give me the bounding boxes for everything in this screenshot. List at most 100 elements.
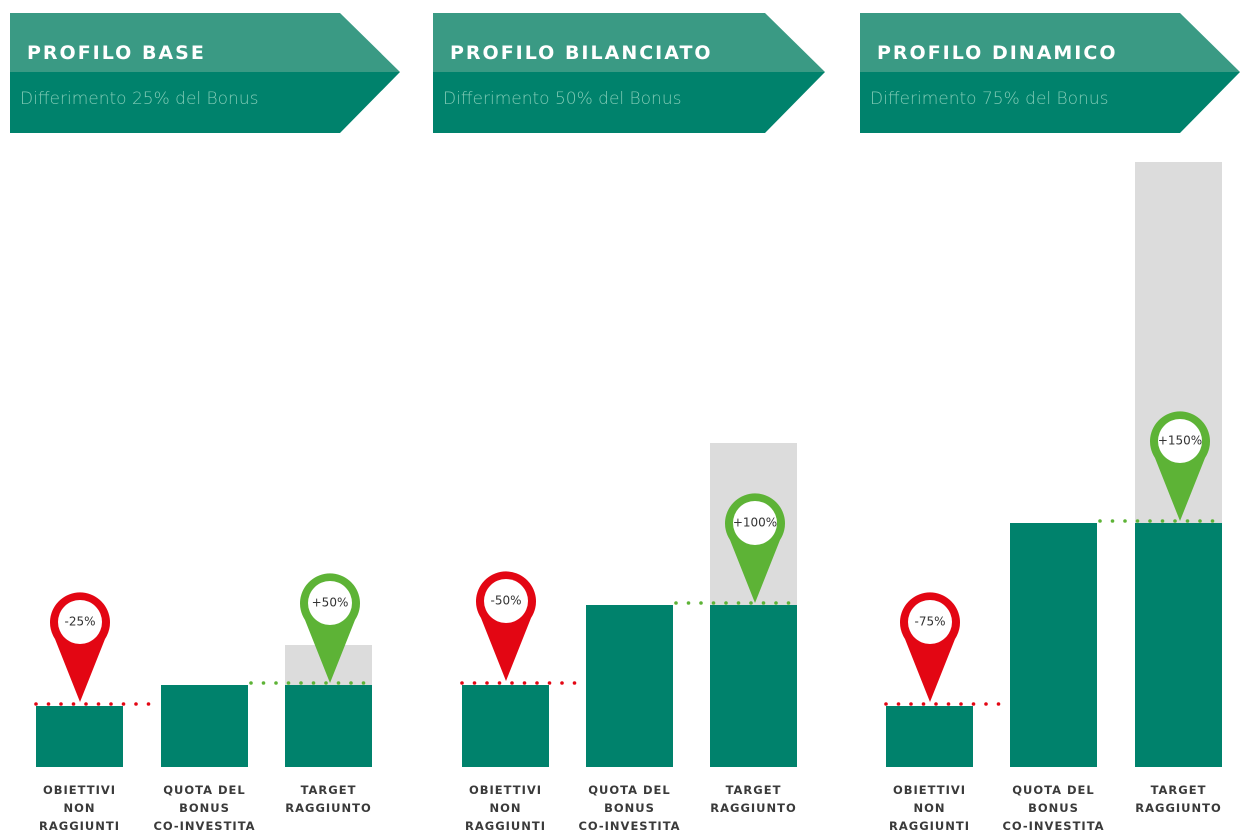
bar-label: BONUS [179, 801, 230, 815]
dot [1185, 519, 1190, 523]
dot [959, 702, 963, 706]
header-title: PROFILO BILANCIATO [450, 42, 713, 64]
dot [46, 702, 51, 706]
bar-label: BONUS [1028, 801, 1079, 815]
dot [472, 681, 477, 685]
bar-label: OBIETTIVI [43, 783, 116, 797]
dot [884, 702, 888, 706]
bar [1135, 523, 1222, 767]
dot [121, 702, 126, 706]
bar-label: NON [489, 801, 521, 815]
header-title: PROFILO DINAMICO [877, 42, 1117, 64]
dot [1135, 519, 1140, 523]
bar-label: QUOTA DEL [163, 783, 245, 797]
bar-label: OBIETTIVI [893, 783, 966, 797]
dot [1123, 519, 1127, 523]
dot [971, 702, 976, 706]
dot [71, 702, 76, 706]
dot [724, 601, 728, 605]
bar-label: TARGET [726, 783, 782, 797]
dot [109, 702, 113, 706]
dot [711, 601, 716, 605]
dot [946, 702, 951, 706]
dot [1148, 519, 1152, 523]
dot [522, 681, 527, 685]
bar-label: QUOTA DEL [588, 783, 670, 797]
dot [146, 702, 151, 706]
dot [96, 702, 101, 706]
dot [1110, 519, 1115, 523]
dot [510, 681, 514, 685]
pin-label: -25% [64, 615, 95, 629]
dot [134, 702, 138, 706]
header-top [860, 13, 1240, 72]
bar-label: RAGGIUNTI [465, 819, 546, 833]
dot [497, 681, 502, 685]
dot [560, 681, 564, 685]
pin-inner [58, 600, 102, 644]
dot [1160, 519, 1165, 523]
dot [984, 702, 988, 706]
dot [84, 702, 88, 706]
pin-inner [1158, 419, 1202, 463]
dot [674, 601, 678, 605]
bar [462, 685, 549, 767]
bar-label: BONUS [604, 801, 655, 815]
pin-label: +50% [312, 596, 349, 610]
dot [349, 681, 353, 685]
bar-label: OBIETTIVI [469, 783, 542, 797]
dot [274, 681, 278, 685]
pin-inner [908, 600, 952, 644]
header-top [10, 13, 400, 72]
header-subtitle: Differimento 75% del Bonus [870, 89, 1108, 109]
dot [547, 681, 552, 685]
dot [460, 681, 464, 685]
bar-label: NON [63, 801, 95, 815]
dot [311, 681, 316, 685]
bar-label: RAGGIUNTO [285, 801, 372, 815]
dot [535, 681, 539, 685]
bar [586, 605, 673, 767]
dot [761, 601, 766, 605]
bar-label: NON [913, 801, 945, 815]
header-bottom [433, 72, 825, 133]
dot [921, 702, 926, 706]
header-title: PROFILO BASE [27, 42, 206, 64]
header-subtitle: Differimento 25% del Bonus [20, 89, 258, 109]
bar-label: RAGGIUNTI [889, 819, 970, 833]
dot [786, 601, 791, 605]
pin-label: -50% [490, 594, 521, 608]
header-bottom [10, 72, 400, 133]
header-subtitle: Differimento 50% del Bonus [443, 89, 681, 109]
dot [896, 702, 901, 706]
dot [699, 601, 703, 605]
pin-label: -75% [914, 615, 945, 629]
header-bottom [860, 72, 1240, 133]
dot [336, 681, 341, 685]
pin-inner [308, 581, 352, 625]
dot [572, 681, 577, 685]
bar [1010, 523, 1097, 767]
bar-label: CO-INVESTITA [578, 819, 680, 833]
pin-label: +150% [1158, 434, 1202, 448]
bar-label: CO-INVESTITA [153, 819, 255, 833]
dot [1098, 519, 1102, 523]
dot [59, 702, 63, 706]
pin-inner [484, 579, 528, 623]
pin-label: +100% [733, 516, 777, 530]
header-top [433, 13, 825, 72]
bar-label: TARGET [301, 783, 357, 797]
bar [161, 685, 248, 767]
dot [261, 681, 266, 685]
bar [710, 605, 797, 767]
dot [736, 601, 741, 605]
dot [934, 702, 938, 706]
bar [886, 706, 973, 767]
bar-label: RAGGIUNTO [1135, 801, 1222, 815]
dot [361, 681, 366, 685]
bar-label: RAGGIUNTO [710, 801, 797, 815]
dot [909, 702, 913, 706]
dot [485, 681, 489, 685]
dot [299, 681, 303, 685]
